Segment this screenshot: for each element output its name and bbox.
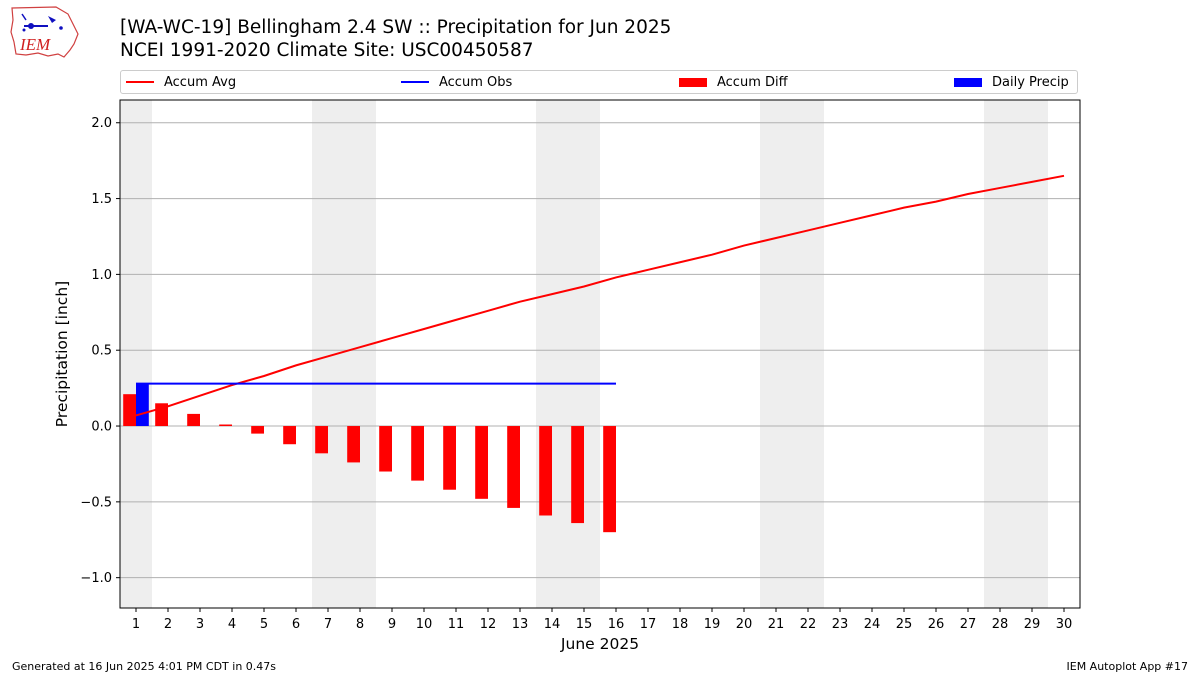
footer-generated-text: Generated at 16 Jun 2025 4:01 PM CDT in …: [12, 660, 277, 673]
legend-swatch-accum-avg: [126, 81, 154, 83]
accum-diff-bar-13: [507, 426, 520, 508]
xtick-label: 4: [228, 617, 236, 632]
accum-diff-bar-7: [315, 426, 328, 454]
ytick-label: −1.0: [80, 571, 112, 586]
accum-diff-bar-16: [603, 426, 616, 533]
xtick-label: 25: [896, 617, 913, 632]
legend-item-accum-avg: Accum Avg: [126, 71, 236, 93]
xtick-label: 11: [448, 617, 465, 632]
xtick-label: 8: [356, 617, 364, 632]
y-axis-label: Precipitation [inch]: [53, 281, 71, 427]
accum-diff-bar-10: [411, 426, 424, 481]
accum-avg-line: [135, 174, 1065, 417]
weekend-shade-21: [760, 100, 792, 608]
xtick-label: 30: [1056, 617, 1073, 632]
legend-swatch-daily-precip: [954, 77, 982, 87]
xtick-label: 21: [768, 617, 785, 632]
xtick-label: 15: [576, 617, 593, 632]
legend-item-daily-precip: Daily Precip: [954, 71, 1069, 93]
legend-swatch-accum-obs: [401, 81, 429, 83]
xtick-label: 23: [832, 617, 849, 632]
weekend-shade-14: [536, 100, 568, 608]
xtick-label: 27: [960, 617, 977, 632]
iem-logo: IEM: [10, 6, 79, 58]
xtick-label: 24: [864, 617, 881, 632]
accum-diff-bar-6: [283, 426, 296, 445]
weekend-shade-15: [568, 100, 600, 608]
weekend-shade-29: [1016, 100, 1048, 608]
xtick-label: 28: [992, 617, 1009, 632]
xtick-label: 17: [640, 617, 657, 632]
xtick-label: 13: [512, 617, 529, 632]
xtick-label: 3: [196, 617, 204, 632]
accum-diff-bar-1: [123, 394, 136, 427]
accum-diff-bar-8: [347, 426, 360, 463]
xtick-label: 18: [672, 617, 689, 632]
accum-diff-bar-12: [475, 426, 488, 499]
weekend-shade-1: [120, 100, 152, 608]
weekend-shade-8: [344, 100, 376, 608]
accum-diff-bar-5: [251, 426, 264, 434]
ytick-label: 0.5: [91, 344, 112, 359]
accum-diff-bar-11: [443, 426, 456, 490]
weekend-shade-22: [792, 100, 824, 608]
legend-label-accum-diff: Accum Diff: [717, 74, 788, 90]
chart-legend: Accum Avg Accum Obs Accum Diff Daily Pre…: [120, 70, 1078, 94]
ytick-label: 1.0: [91, 268, 112, 283]
xtick-label: 19: [704, 617, 721, 632]
xtick-label: 10: [416, 617, 433, 632]
xtick-label: 7: [324, 617, 332, 632]
xtick-label: 1: [132, 617, 140, 632]
chart-title: [WA-WC-19] Bellingham 2.4 SW :: Precipit…: [120, 17, 672, 38]
legend-item-accum-diff: Accum Diff: [679, 71, 788, 93]
legend-swatch-accum-diff: [679, 77, 707, 87]
xtick-label: 26: [928, 617, 945, 632]
daily-precip-bar-1: [136, 383, 149, 427]
xtick-label: 6: [292, 617, 300, 632]
footer-app-id: IEM Autoplot App #17: [1066, 660, 1189, 673]
plot-frame: [119, 99, 1081, 609]
accum-diff-bar-4: [219, 424, 232, 427]
ytick-label: 1.5: [91, 192, 112, 207]
ytick-label: 0.0: [91, 420, 112, 435]
ytick-label: 2.0: [91, 116, 112, 131]
xtick-label: 12: [480, 617, 497, 632]
ytick-label: −0.5: [80, 495, 112, 510]
weekend-shade-28: [984, 100, 1016, 608]
xtick-label: 14: [544, 617, 561, 632]
accum-diff-bar-9: [379, 426, 392, 472]
xtick-label: 9: [388, 617, 396, 632]
legend-label-accum-avg: Accum Avg: [164, 74, 237, 90]
logo-text: IEM: [19, 35, 51, 54]
legend-label-daily-precip: Daily Precip: [992, 74, 1069, 90]
xtick-label: 29: [1024, 617, 1041, 632]
x-axis-label: June 2025: [560, 635, 639, 653]
xtick-label: 16: [608, 617, 625, 632]
accum-diff-bar-15: [571, 426, 584, 524]
xtick-label: 2: [164, 617, 172, 632]
accum-diff-bar-14: [539, 426, 552, 516]
accum-diff-bar-3: [187, 413, 200, 427]
xtick-label: 5: [260, 617, 268, 632]
legend-item-accum-obs: Accum Obs: [401, 71, 512, 93]
legend-label-accum-obs: Accum Obs: [439, 74, 513, 90]
xtick-label: 22: [800, 617, 817, 632]
chart-subtitle: NCEI 1991-2020 Climate Site: USC00450587: [120, 40, 534, 61]
xtick-label: 20: [736, 617, 753, 632]
